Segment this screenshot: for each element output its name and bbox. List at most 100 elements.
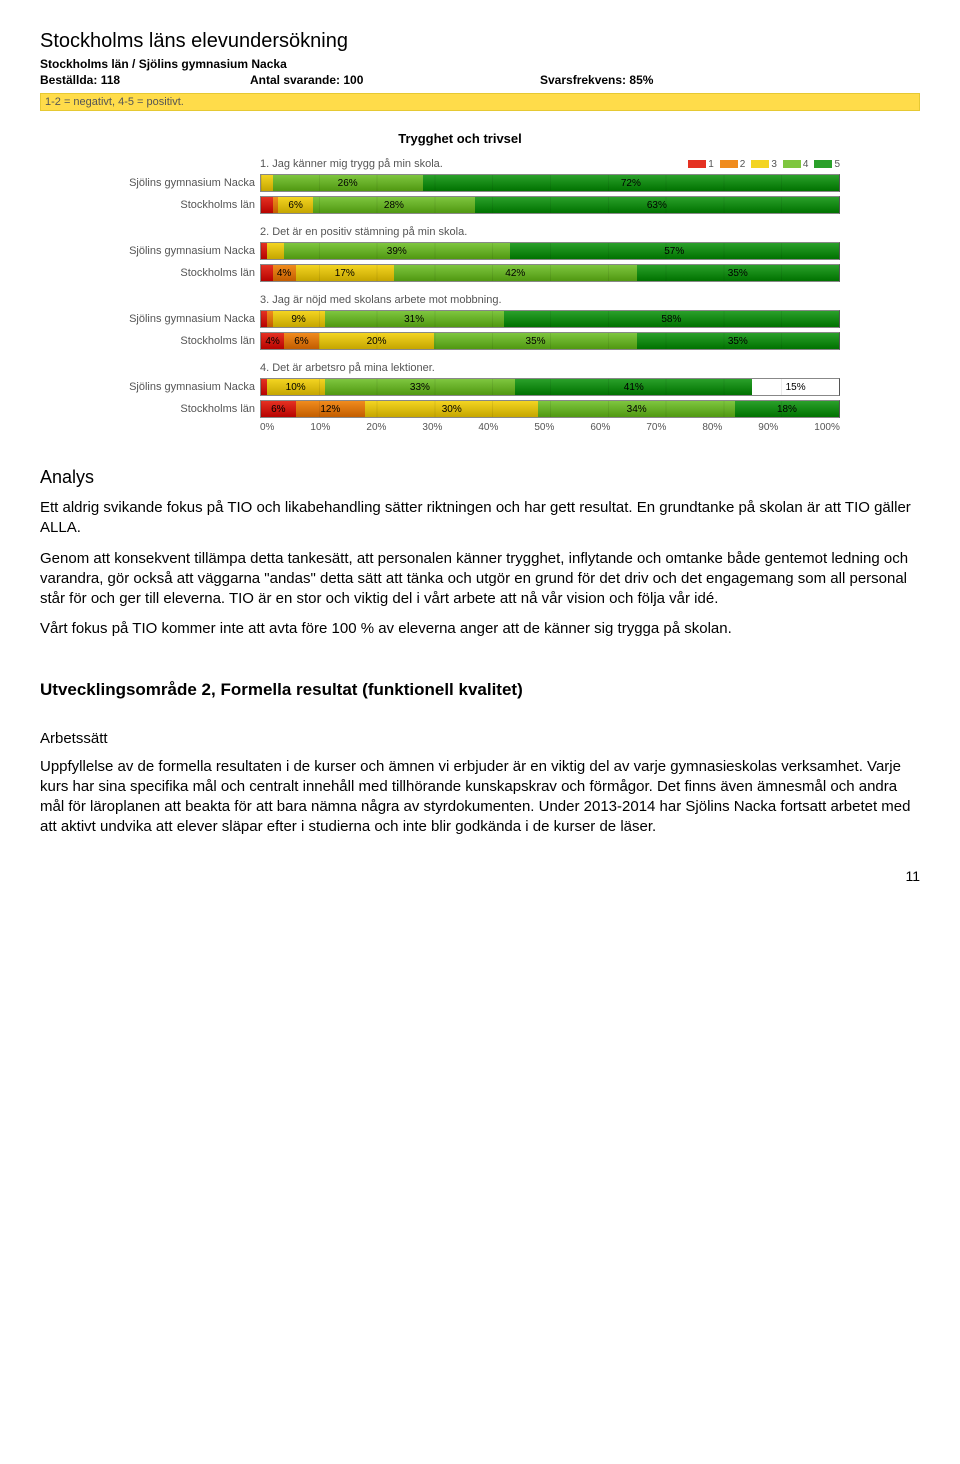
bar-track: 6%12%30%34%18% bbox=[260, 400, 840, 418]
para-3: Vårt fokus på TIO kommer inte att avta f… bbox=[40, 619, 920, 639]
legend: 1 2 3 45 bbox=[688, 159, 840, 170]
axis-tick: 70% bbox=[646, 422, 666, 433]
bar-track: 39%57% bbox=[260, 242, 840, 260]
bar-track: 6%28%63% bbox=[260, 196, 840, 214]
bar-segment bbox=[261, 197, 273, 213]
axis-tick: 20% bbox=[366, 422, 386, 433]
legend-label: 1 bbox=[708, 159, 714, 170]
bar-track: 9%31%58% bbox=[260, 310, 840, 328]
legend-item: 3 bbox=[751, 159, 777, 170]
legend-item: 1 bbox=[688, 159, 714, 170]
legend-swatch bbox=[751, 160, 769, 168]
svars-label: Svarsfrekvens: bbox=[540, 73, 626, 87]
bar-row: Stockholms län6%28%63% bbox=[80, 196, 840, 214]
bestallda-value: 118 bbox=[101, 73, 120, 87]
legend-swatch bbox=[688, 160, 706, 168]
meta-row: Beställda: 118 Antal svarande: 100 Svars… bbox=[40, 73, 920, 87]
bar-row: Sjölins gymnasium Nacka10%33%41%15% bbox=[80, 378, 840, 396]
bar-segment: 18% bbox=[735, 401, 839, 417]
bar-segment: 63% bbox=[475, 197, 839, 213]
bar-segment: 30% bbox=[365, 401, 538, 417]
bar-segment bbox=[267, 243, 284, 259]
question-label: 2. Det är en positiv stämning på min sko… bbox=[80, 226, 840, 238]
legend-item: 4 bbox=[783, 159, 809, 170]
chart-area: Trygghet och trivsel 1. Jag känner mig t… bbox=[80, 131, 840, 433]
bar-segment: 35% bbox=[637, 333, 839, 349]
bar-track: 4%17%42%35% bbox=[260, 264, 840, 282]
axis-tick: 100% bbox=[814, 422, 840, 433]
legend-swatch bbox=[720, 160, 738, 168]
bar-segment: 31% bbox=[325, 311, 504, 327]
bar-label: Sjölins gymnasium Nacka bbox=[80, 245, 260, 257]
legend-label: 4 bbox=[803, 159, 809, 170]
bar-row: Sjölins gymnasium Nacka26%72% bbox=[80, 174, 840, 192]
legend-label: 3 bbox=[771, 159, 777, 170]
question-label: 1. Jag känner mig trygg på min skola.123… bbox=[80, 158, 840, 170]
legend-label: 2 bbox=[740, 159, 746, 170]
chart-section-title: Trygghet och trivsel bbox=[80, 131, 840, 146]
legend-swatch bbox=[783, 160, 801, 168]
bar-segment: 41% bbox=[515, 379, 752, 395]
bar-segment: 58% bbox=[504, 311, 839, 327]
bar-track: 10%33%41%15% bbox=[260, 378, 840, 396]
analys-heading: Analys bbox=[40, 467, 920, 488]
axis-tick: 60% bbox=[590, 422, 610, 433]
bar-segment: 4% bbox=[273, 265, 296, 281]
legend-item: 5 bbox=[814, 159, 840, 170]
bar-segment: 35% bbox=[434, 333, 636, 349]
bar-row: Stockholms län4%17%42%35% bbox=[80, 264, 840, 282]
svars-value: 85% bbox=[629, 73, 653, 87]
bar-label: Sjölins gymnasium Nacka bbox=[80, 177, 260, 189]
yellow-note: 1-2 = negativt, 4-5 = positivt. bbox=[40, 93, 920, 111]
bar-segment: 6% bbox=[261, 401, 296, 417]
page-title: Stockholms läns elevundersökning bbox=[40, 30, 920, 53]
para-2: Genom att konsekvent tillämpa detta tank… bbox=[40, 549, 920, 610]
bar-label: Stockholms län bbox=[80, 267, 260, 279]
bar-track: 4%6%20%35%35% bbox=[260, 332, 840, 350]
bar-label: Sjölins gymnasium Nacka bbox=[80, 381, 260, 393]
bar-row: Sjölins gymnasium Nacka39%57% bbox=[80, 242, 840, 260]
bar-segment: 6% bbox=[284, 333, 319, 349]
bar-segment bbox=[261, 175, 273, 191]
axis-tick: 50% bbox=[534, 422, 554, 433]
bar-segment: 42% bbox=[394, 265, 637, 281]
legend-swatch bbox=[814, 160, 832, 168]
bar-segment: 33% bbox=[325, 379, 516, 395]
para-1: Ett aldrig svikande fokus på TIO och lik… bbox=[40, 498, 920, 539]
section2-heading: Utvecklingsområde 2, Formella resultat (… bbox=[40, 680, 920, 700]
bar-track: 26%72% bbox=[260, 174, 840, 192]
axis-tick: 0% bbox=[260, 422, 274, 433]
x-axis: 0% 10% 20% 30% 40% 50% 60% 70% 80% 90% 100% bbox=[260, 422, 840, 433]
bar-segment: 15% bbox=[752, 379, 839, 395]
antal-value: 100 bbox=[343, 73, 363, 87]
bar-segment bbox=[261, 265, 273, 281]
bar-segment: 57% bbox=[510, 243, 839, 259]
bar-label: Stockholms län bbox=[80, 335, 260, 347]
bar-label: Sjölins gymnasium Nacka bbox=[80, 313, 260, 325]
bar-row: Stockholms län4%6%20%35%35% bbox=[80, 332, 840, 350]
axis-tick: 10% bbox=[310, 422, 330, 433]
bar-segment: 6% bbox=[278, 197, 313, 213]
axis-tick: 90% bbox=[758, 422, 778, 433]
bar-segment: 39% bbox=[284, 243, 509, 259]
bar-segment: 20% bbox=[319, 333, 435, 349]
bar-segment: 72% bbox=[423, 175, 839, 191]
antal-label: Antal svarande: bbox=[250, 73, 340, 87]
bar-row: Stockholms län6%12%30%34%18% bbox=[80, 400, 840, 418]
bestallda-label: Beställda: bbox=[40, 73, 97, 87]
axis-tick: 30% bbox=[422, 422, 442, 433]
bar-label: Stockholms län bbox=[80, 199, 260, 211]
axis-tick: 80% bbox=[702, 422, 722, 433]
bar-segment: 4% bbox=[261, 333, 284, 349]
bar-segment: 10% bbox=[267, 379, 325, 395]
bar-segment: 34% bbox=[538, 401, 735, 417]
bar-segment: 9% bbox=[273, 311, 325, 327]
question-label: 4. Det är arbetsro på mina lektioner. bbox=[80, 362, 840, 374]
bar-segment: 35% bbox=[637, 265, 839, 281]
bar-segment: 17% bbox=[296, 265, 394, 281]
axis-tick: 40% bbox=[478, 422, 498, 433]
bar-segment: 26% bbox=[273, 175, 423, 191]
page-number: 11 bbox=[40, 868, 920, 884]
para-4: Uppfyllelse av de formella resultaten i … bbox=[40, 757, 920, 838]
bar-row: Sjölins gymnasium Nacka9%31%58% bbox=[80, 310, 840, 328]
